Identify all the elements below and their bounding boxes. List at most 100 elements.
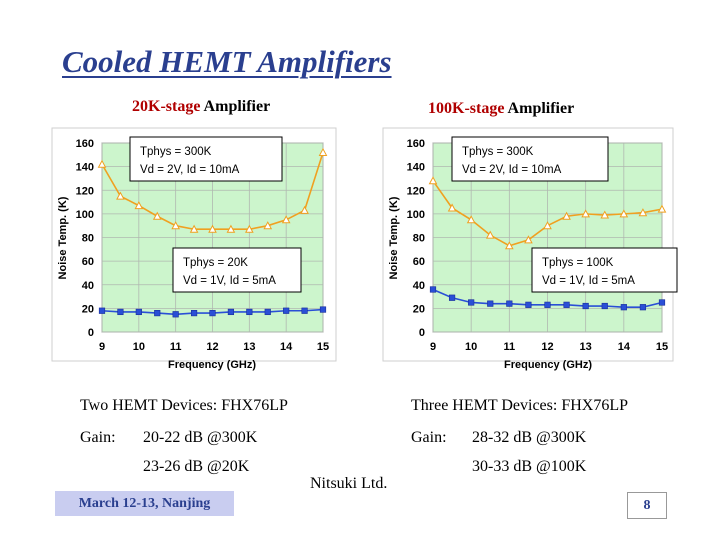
left-annotation-line1: Tphys = 300K (140, 146, 212, 158)
right-xtick-label: 15 (656, 341, 668, 353)
right-series-0-point (447, 203, 457, 212)
right-annotation-box (451, 136, 609, 182)
right-y-axis-label: Noise Temp. (K) (388, 196, 400, 279)
left-xtick-label: 10 (133, 341, 145, 353)
right-series-1-point (544, 301, 551, 308)
left-annotation-box (172, 247, 302, 293)
left-xtick-label: 11 (170, 341, 182, 353)
right-series-1-point (429, 286, 437, 293)
left-ytick-label: 40 (82, 280, 94, 292)
right-gain-label: Gain: (411, 429, 447, 446)
left-y-axis-label: Noise Temp. (K) (57, 196, 69, 279)
right-annotation-line1: Tphys = 100K (542, 257, 614, 269)
right-series-1-point (525, 301, 532, 308)
page-number: 8 (627, 492, 667, 519)
right-xtick-label: 9 (430, 341, 436, 353)
right-series-0-point (428, 176, 438, 185)
left-ytick-label: 60 (82, 256, 94, 268)
left-series-0-point (97, 159, 107, 168)
left-series-0-point (263, 221, 273, 230)
left-ytick-label: 80 (82, 233, 94, 245)
right-ytick-label: 160 (407, 138, 425, 150)
left-gain-300k: 20-22 dB @300K (143, 429, 258, 446)
left-series-1-point (209, 309, 216, 317)
left-series-0-point (208, 224, 217, 233)
left-series-1-point (98, 307, 106, 314)
right-series-1-point (506, 300, 513, 307)
left-annotation-line2: Vd = 1V, Id = 5mA (183, 275, 276, 287)
right-xtick-label: 12 (541, 341, 553, 353)
left-ytick-label: 120 (76, 185, 94, 197)
slide-title: Cooled HEMT Amplifiers (62, 44, 392, 79)
left-xtick-label: 15 (317, 341, 329, 353)
left-chart-stage-title: 20K-stage Amplifier (132, 98, 270, 116)
right-series-0-point (485, 230, 495, 239)
footer-date-location: March 12-13, Nanjing (55, 491, 234, 516)
left-series-0-point (226, 224, 236, 233)
right-annotation-line2: Vd = 2V, Id = 10mA (462, 164, 562, 176)
right-xtick-label: 10 (465, 341, 477, 353)
right-stage-name: 100K-stage (428, 100, 505, 117)
right-series-1-point (620, 304, 627, 311)
left-stage-name: 20K-stage (132, 98, 201, 115)
left-gain-label: Gain: (80, 429, 116, 446)
left-series-1-point (283, 307, 290, 314)
left-series-0-point (134, 201, 144, 210)
left-series-1-point (117, 308, 124, 316)
right-series-1-point (601, 302, 608, 310)
left-gain-20k: 23-26 dB @20K (143, 458, 250, 475)
left-series-1-point (319, 306, 327, 313)
right-series-0-point (562, 211, 571, 220)
left-series-1-point (264, 308, 271, 316)
left-series-0-point (116, 191, 125, 200)
left-annotation-line1: Tphys = 20K (183, 257, 248, 269)
left-xtick-label: 14 (280, 341, 293, 353)
left-devices-text: Two HEMT Devices: FHX76LP (80, 397, 288, 414)
right-gain-100k: 30-33 dB @100K (472, 458, 587, 475)
right-annotation-line1: Tphys = 300K (462, 146, 534, 158)
left-ytick-label: 0 (88, 327, 94, 339)
right-series-0-point (657, 204, 667, 213)
right-xtick-label: 13 (580, 341, 592, 353)
right-annotation-line2: Vd = 1V, Id = 5mA (542, 275, 635, 287)
right-series-1-point (487, 300, 494, 307)
left-ytick-label: 20 (82, 303, 94, 315)
right-ytick-label: 40 (413, 280, 425, 292)
right-series-1-point (468, 299, 475, 306)
left-series-0-point (244, 224, 254, 233)
left-noise-chart: 0 20 40 60 80 100 120 140 160 9 10 11 12 13 14 15 Freque… (51, 127, 337, 371)
left-series-0-point (300, 205, 309, 214)
right-series-1-point (448, 294, 456, 301)
left-series-1-point (135, 308, 142, 316)
right-ytick-label: 100 (407, 209, 425, 221)
right-series-1-point (563, 301, 570, 308)
right-series-0-point (543, 221, 552, 230)
left-series-0-point (189, 224, 199, 233)
left-series-1-point (154, 309, 161, 317)
left-annotation-box (129, 136, 283, 182)
right-series-0-point (638, 208, 648, 217)
left-series-1-point (227, 308, 235, 316)
right-noise-chart: 0 20 40 60 80 100 120 140 160 9 10 11 12 13 14 15 Freque… (382, 127, 678, 371)
right-gain-300k: 28-32 dB @300K (472, 429, 587, 446)
right-series-1-point (639, 304, 647, 311)
left-annotation-line2: Vd = 2V, Id = 10mA (140, 164, 240, 176)
left-stage-suffix: Amplifier (200, 98, 271, 115)
left-series-0-point (318, 147, 328, 156)
left-series-0-point (281, 215, 291, 224)
right-ytick-label: 140 (407, 162, 425, 174)
left-ytick-label: 100 (76, 209, 94, 221)
right-series-0-point (600, 210, 610, 219)
left-series-0-point (152, 211, 162, 220)
left-series-0-point (171, 221, 181, 230)
left-series-1-point (246, 308, 253, 316)
right-series-0-point (524, 235, 533, 244)
left-x-axis-label: Frequency (GHz) (168, 359, 256, 371)
right-series-1-point (658, 299, 666, 306)
right-ytick-label: 20 (413, 303, 425, 315)
left-xtick-label: 13 (243, 341, 255, 353)
right-ytick-label: 120 (407, 185, 425, 197)
company-name: Nitsuki Ltd. (310, 475, 388, 492)
right-stage-suffix: Amplifier (504, 100, 575, 117)
right-series-1-point (582, 302, 589, 310)
